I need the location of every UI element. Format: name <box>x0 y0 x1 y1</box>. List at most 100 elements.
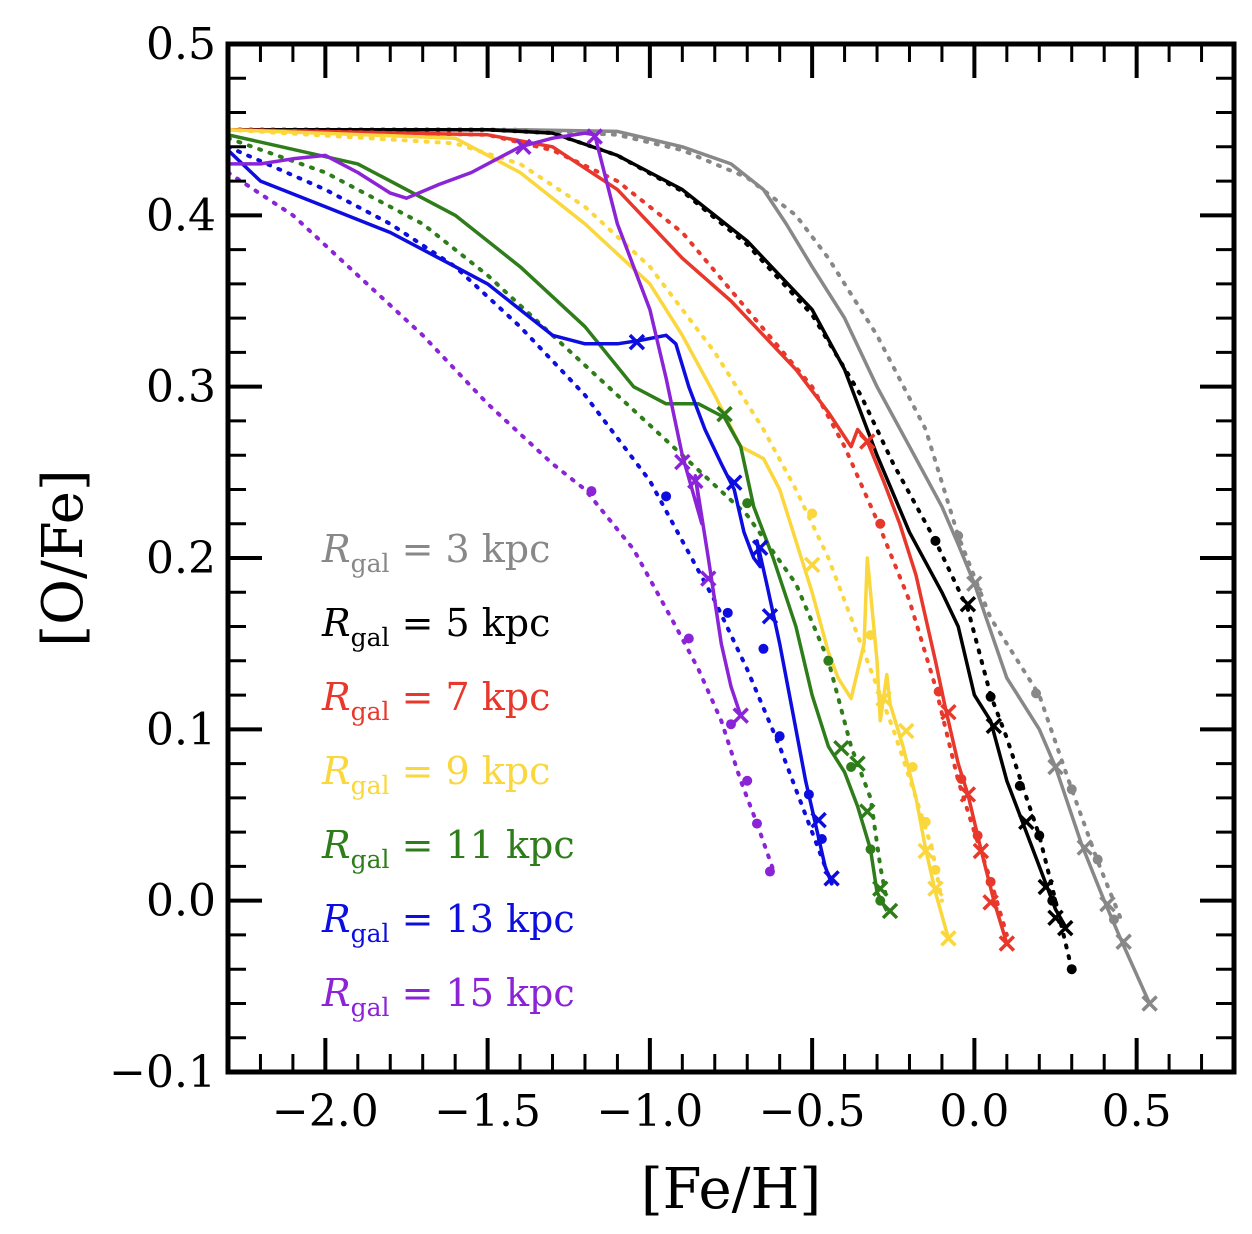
dot-marker <box>586 486 597 497</box>
legend-symbol: R <box>321 527 351 571</box>
x-marker <box>515 138 532 156</box>
dot-marker <box>1031 688 1042 699</box>
dot-marker <box>1092 854 1103 865</box>
x-marker <box>1115 933 1132 951</box>
y-tick-label: −0.1 <box>109 1047 216 1098</box>
plot-frame <box>225 41 1237 1075</box>
x-marker <box>927 880 944 897</box>
series-container <box>228 127 1158 1012</box>
legend-symbol: R <box>321 897 351 941</box>
x-marker <box>700 570 717 587</box>
x-tick-label: −2.0 <box>272 1086 379 1137</box>
series-dotted-line <box>228 136 889 903</box>
series-dotted-line <box>228 170 776 872</box>
legend-value: = 7 kpc <box>390 675 551 719</box>
x-marker <box>959 596 977 613</box>
dot-marker <box>774 731 785 742</box>
legend-symbol: R <box>321 749 351 793</box>
dot-marker <box>930 864 941 875</box>
legend-entry: Rgal = 13 kpc <box>321 897 575 948</box>
series-2 <box>228 127 1077 975</box>
x-marker <box>833 739 850 757</box>
legend-entry: Rgal = 5 kpc <box>321 601 550 652</box>
series-dotted-line <box>228 144 834 886</box>
dot-marker <box>1034 830 1045 841</box>
y-tick-label: 0.1 <box>146 704 216 755</box>
dot-marker <box>875 895 886 906</box>
dot-marker <box>920 816 931 827</box>
series-1 <box>228 127 1158 1012</box>
legend-entry: Rgal = 3 kpc <box>321 527 550 578</box>
x-marker <box>586 128 603 145</box>
x-marker <box>761 608 779 625</box>
legend-subscript: gal <box>351 845 390 874</box>
legend-entry: Rgal = 15 kpc <box>321 971 575 1022</box>
dot-marker <box>823 655 834 666</box>
y-tick-label: 0.0 <box>146 876 216 927</box>
dot-marker <box>683 633 694 644</box>
x-marker <box>716 405 733 423</box>
y-tick-label: 0.2 <box>146 533 216 584</box>
x-tick-label: 0.5 <box>1102 1086 1172 1137</box>
x-marker <box>1076 839 1093 856</box>
x-marker <box>732 707 749 724</box>
dot-marker <box>722 607 733 618</box>
dot-marker <box>972 830 983 841</box>
x-tick-label: 0.0 <box>939 1086 1009 1137</box>
legend-symbol: R <box>321 971 351 1015</box>
y-tick-label: 0.3 <box>146 362 216 413</box>
series-solid-line <box>228 127 1152 1005</box>
x-marker <box>872 880 889 897</box>
y-tick-label: 0.4 <box>146 190 216 241</box>
legend-symbol: R <box>321 823 351 867</box>
series-4 <box>228 127 957 947</box>
x-marker <box>1047 758 1064 776</box>
legend-entry: Rgal = 11 kpc <box>321 823 575 874</box>
dot-marker <box>803 789 814 800</box>
dot-marker <box>1014 780 1025 791</box>
series-3 <box>228 127 1016 952</box>
x-tick-label: −1.5 <box>434 1086 541 1137</box>
legend-subscript: gal <box>351 623 390 652</box>
series-solid-line <box>228 133 889 912</box>
x-tick-label: −1.0 <box>596 1086 703 1137</box>
legend-subscript: gal <box>351 919 390 948</box>
dot-marker <box>816 833 827 844</box>
x-marker <box>687 472 704 490</box>
legend-entry: Rgal = 7 kpc <box>321 675 550 726</box>
tick-labels: −2.0 −1.5 −1.0 −0.5 0.0 0.5 −0.1 0.0 0.1 0.2 0.3 0.… <box>109 19 1171 1137</box>
dot-marker <box>875 518 886 529</box>
legend-value: = 11 kpc <box>390 823 575 867</box>
dot-marker <box>742 775 753 786</box>
legend-value: = 3 kpc <box>390 527 551 571</box>
x-marker <box>940 703 957 721</box>
dot-marker <box>1108 914 1119 925</box>
legend-symbol: R <box>321 601 351 645</box>
legend-value: = 13 kpc <box>390 897 575 941</box>
legend-entry: Rgal = 9 kpc <box>321 749 550 800</box>
x-marker <box>628 333 646 351</box>
dot-marker <box>758 643 769 654</box>
x-marker <box>726 474 743 491</box>
legend-subscript: gal <box>351 697 390 726</box>
x-marker <box>959 786 977 803</box>
dot-marker <box>930 535 941 546</box>
series-solid-line <box>228 127 951 939</box>
series-dotted-line <box>228 127 1074 972</box>
x-axis-title: [Fe/H] <box>641 1157 821 1222</box>
dot-marker <box>661 491 672 502</box>
x-marker <box>859 433 876 450</box>
legend-value: = 15 kpc <box>390 971 575 1015</box>
legend-symbol: R <box>321 675 351 719</box>
legend-subscript: gal <box>351 771 390 800</box>
dot-marker <box>807 508 818 519</box>
series-7 <box>228 128 776 877</box>
y-axis-title: [O/Fe] <box>31 469 96 646</box>
dot-marker <box>742 498 753 509</box>
dot-marker <box>764 866 775 877</box>
x-marker <box>940 930 957 947</box>
legend-subscript: gal <box>351 993 390 1022</box>
dot-marker <box>985 691 996 702</box>
